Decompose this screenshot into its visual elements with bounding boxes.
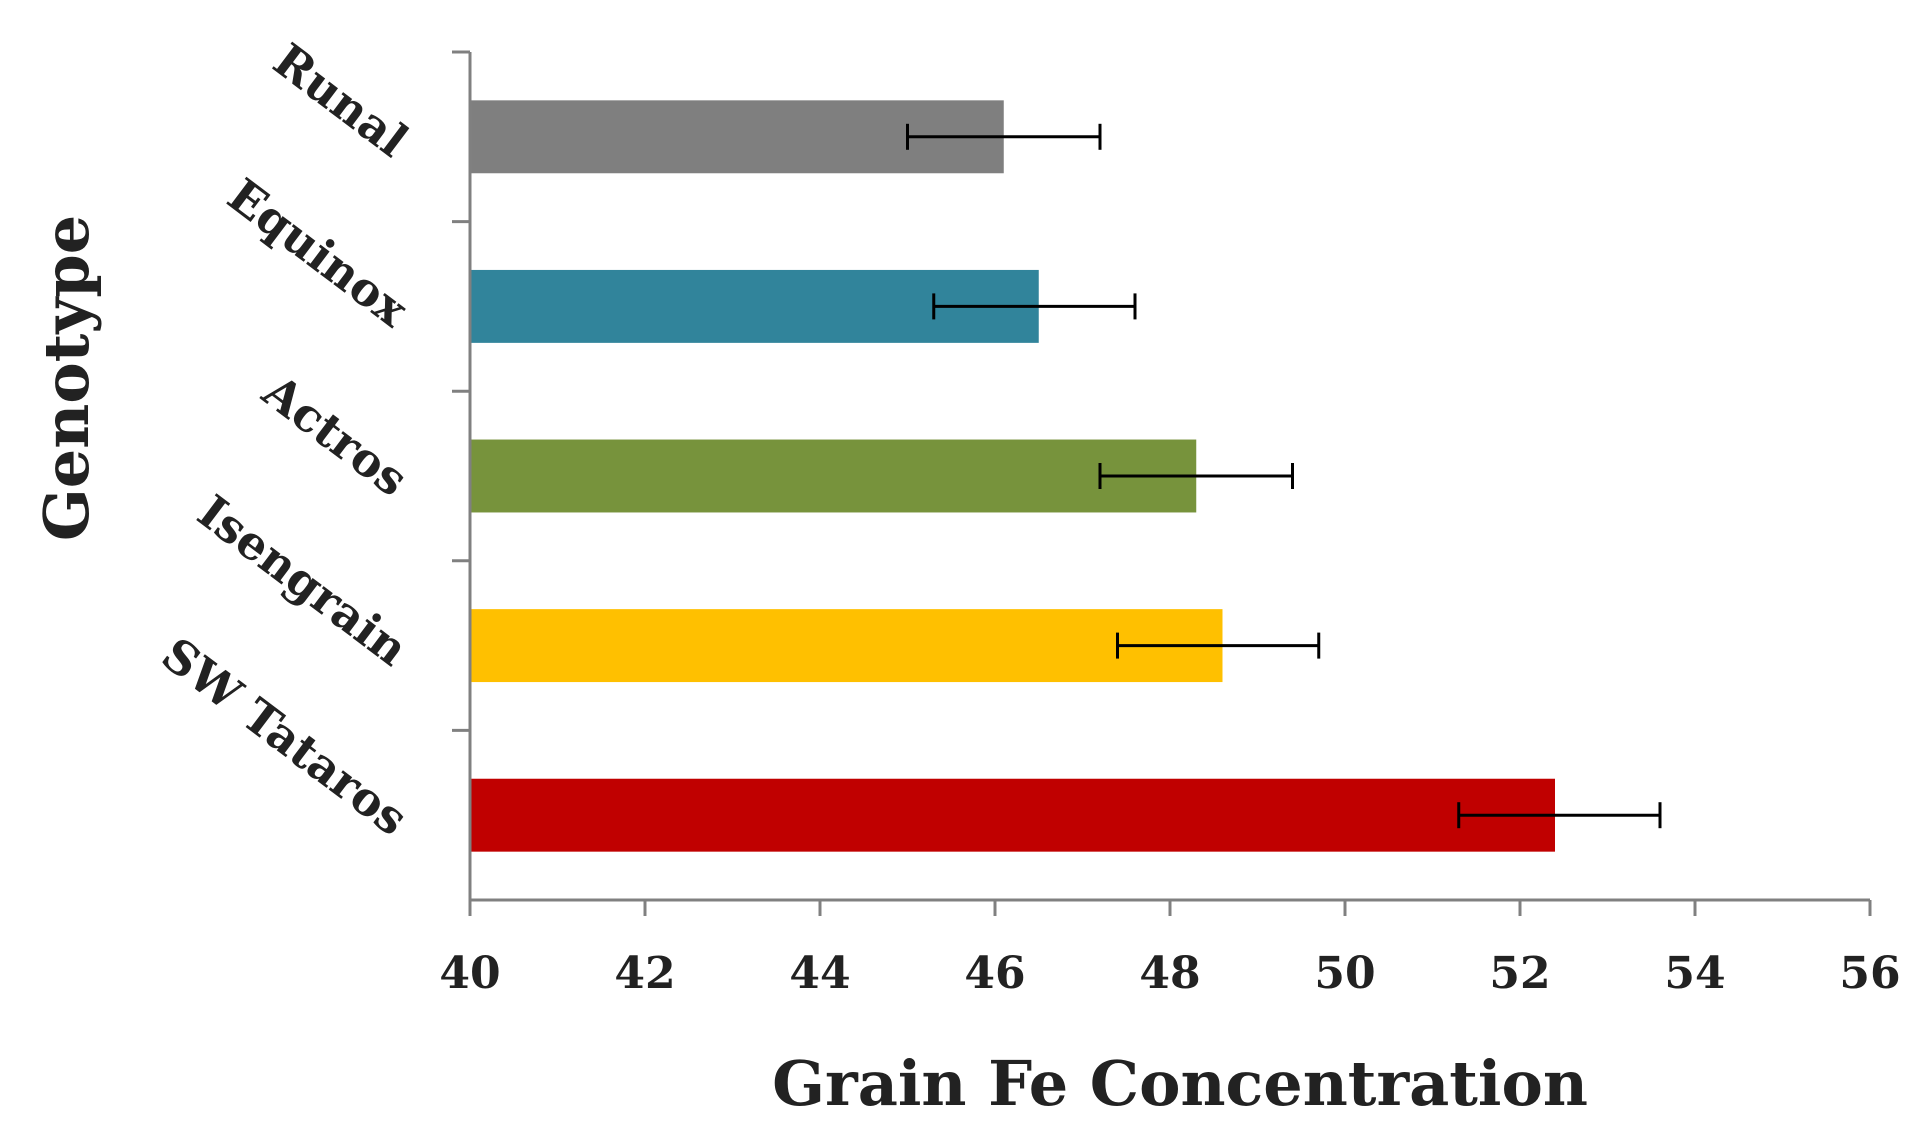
bar-actros [471,439,1197,513]
x-tick-label: 44 [789,948,850,999]
x-tick-label: 48 [1139,948,1200,999]
y-axis-title: Genotype [30,215,103,541]
bar-sw-tataros [471,778,1555,852]
x-tick-label: 46 [964,948,1025,999]
category-label: Runal [264,33,418,168]
x-tick-label: 54 [1664,948,1725,999]
bars [471,100,1555,852]
error-bars [906,123,1662,829]
x-axis-title: Grain Fe Concentration [772,1047,1588,1120]
ticks [452,50,1872,916]
x-tick-label: 56 [1839,948,1900,999]
x-tick-label: 50 [1314,948,1375,999]
category-label: Actros [252,363,418,506]
x-tick-label: 52 [1489,948,1550,999]
x-tick-label: 42 [614,948,675,999]
category-label: Equinox [218,168,418,338]
category-label: Isengrain [188,484,418,676]
bar-isengrain [471,609,1223,683]
x-tick-label: 40 [439,948,500,999]
